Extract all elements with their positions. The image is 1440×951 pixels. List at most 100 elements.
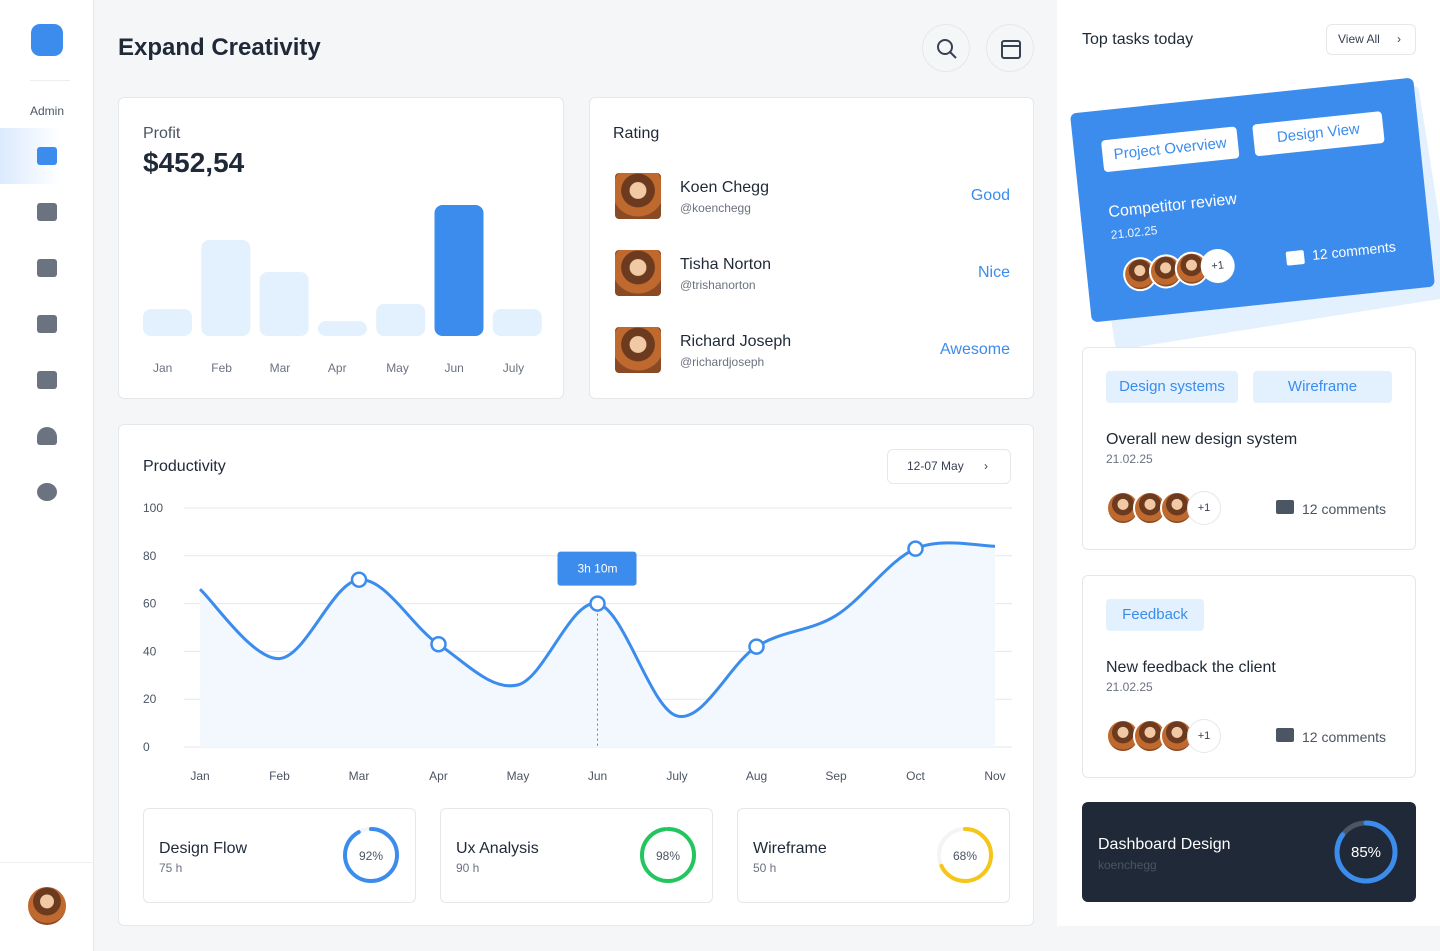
nav-settings[interactable] — [37, 483, 57, 501]
rating-title: Rating — [613, 125, 660, 142]
task-title: Competitor review — [1107, 190, 1238, 222]
rating-label: Nice — [977, 264, 1010, 281]
progress-label: 92% — [359, 849, 383, 863]
tag: Feedback — [1106, 599, 1204, 631]
featured-card[interactable]: Dashboard Design koenchegg 85% — [1082, 802, 1416, 902]
productivity-title: Productivity — [143, 458, 226, 475]
bar — [434, 205, 484, 336]
x-tick-label: Aug — [746, 769, 767, 783]
x-tick-label: Mar — [349, 769, 370, 783]
view-all-label: View All — [1338, 32, 1380, 46]
nav-dashboard[interactable] — [37, 147, 57, 165]
person-handle: @richardjoseph — [680, 355, 765, 369]
x-tick-label: Jun — [588, 769, 607, 783]
tag: Project Overview — [1100, 126, 1240, 173]
task-card-featured[interactable]: Project Overview Design View Competitor … — [1069, 77, 1436, 323]
stat-hours: 75 h — [159, 861, 183, 875]
profit-amount: $452,54 — [143, 147, 245, 178]
x-tick-label: Jun — [445, 361, 464, 375]
avatar — [613, 325, 663, 375]
progress-arc — [937, 827, 993, 883]
x-tick-label: July — [666, 769, 687, 783]
tooltip — [557, 551, 637, 586]
calendar-button[interactable] — [986, 24, 1034, 72]
person-handle: @trishanorton — [680, 278, 756, 292]
divider — [0, 862, 94, 863]
person-name: Koen Chegg — [680, 179, 769, 196]
range-button[interactable]: 12-07 May › — [887, 449, 1011, 484]
featured-progress: 85% — [1334, 820, 1398, 884]
x-tick-label: Feb — [211, 361, 232, 375]
avatar — [1106, 719, 1140, 753]
person-handle: @koenchegg — [680, 201, 751, 215]
tooltip-label: 3h 10m — [577, 562, 617, 576]
profit-chart: Jan Feb Mar Apr May Jun July — [143, 205, 542, 375]
bar — [376, 304, 426, 336]
task-title: Overall new design system — [1106, 431, 1298, 448]
nav-alerts[interactable] — [37, 427, 57, 445]
nav-reports[interactable] — [37, 259, 57, 277]
point — [907, 540, 924, 557]
chevron: › — [1397, 32, 1401, 46]
task-date: 21.02.25 — [1106, 680, 1153, 694]
featured-title: Dashboard Design — [1098, 836, 1231, 853]
role: Admin — [29, 104, 64, 118]
nav-calendar[interactable] — [37, 203, 57, 221]
point — [350, 571, 368, 588]
task-title: New feedback the client — [1106, 659, 1276, 676]
x-tick-label: May — [507, 769, 530, 783]
profit-card: Profit $452,54 Jan Feb Mar Apr May Jun July — [118, 97, 564, 399]
stat-card: Design Flow 75 h 92% — [143, 808, 416, 903]
task-card[interactable]: Feedback New feedback the client 21.02.25 +… — [1082, 575, 1416, 778]
tasks-panel: Top tasks today View All › Project Overvi… — [1057, 0, 1440, 926]
x-tick-label: Nov — [984, 769, 1005, 783]
x-tick-label: Mar — [270, 361, 291, 375]
avatar — [613, 248, 663, 298]
stat-hours: 50 h — [753, 861, 777, 875]
chevron: › — [984, 459, 988, 473]
stat-name: Wireframe — [753, 840, 827, 857]
x-tick-label: Apr — [328, 361, 347, 375]
stat-progress: 92% — [343, 827, 399, 883]
nav-folder[interactable] — [37, 371, 57, 389]
comment-icon — [1276, 500, 1294, 514]
task-date: 21.02.25 — [1110, 223, 1159, 242]
x-tick-label: Sep — [825, 769, 847, 783]
view-all-button[interactable]: View All › — [1326, 24, 1416, 55]
stat-progress: 68% — [937, 827, 993, 883]
y-tick-label: 100 — [143, 501, 163, 515]
stat-card: Ux Analysis 90 h 98% — [440, 808, 713, 903]
search-button[interactable] — [922, 24, 970, 72]
page-title: Expand Creativity — [118, 34, 321, 61]
x-tick-label: Jan — [190, 769, 209, 783]
y-tick-label: 20 — [143, 692, 157, 706]
user-avatar[interactable] — [26, 885, 68, 927]
point — [589, 595, 606, 612]
rating-card: Rating Koen Chegg @koenchegg Good Tisha Nor… — [589, 97, 1034, 399]
comment-icon — [1276, 728, 1294, 742]
y-tick-label: 80 — [143, 549, 157, 563]
y-tick-label: 60 — [143, 597, 157, 611]
bar — [201, 240, 251, 336]
tag: Wireframe — [1253, 371, 1392, 403]
progress-label: 68% — [953, 849, 977, 863]
person-name: Tisha Norton — [680, 256, 771, 273]
progress-arc — [343, 827, 399, 883]
comment-icon — [1285, 249, 1305, 266]
progress-label: 98% — [656, 849, 680, 863]
x-tick-label: May — [386, 361, 409, 375]
task-card[interactable]: Design systems Wireframe Overall new desig… — [1082, 347, 1416, 550]
nav-messages[interactable] — [37, 315, 57, 333]
logo[interactable] — [31, 24, 63, 56]
point — [430, 635, 447, 653]
x-tick-label: Jan — [153, 361, 172, 375]
x-tick-label: Feb — [269, 769, 290, 783]
tasks-title: Top tasks today — [1082, 31, 1194, 48]
comments: 12 comments — [1302, 729, 1387, 745]
task-date: 21.02.25 — [1106, 452, 1153, 466]
bar — [492, 309, 542, 336]
y-tick-label: 0 — [143, 740, 150, 754]
bar — [259, 272, 309, 336]
featured-user: koenchegg — [1098, 858, 1157, 872]
